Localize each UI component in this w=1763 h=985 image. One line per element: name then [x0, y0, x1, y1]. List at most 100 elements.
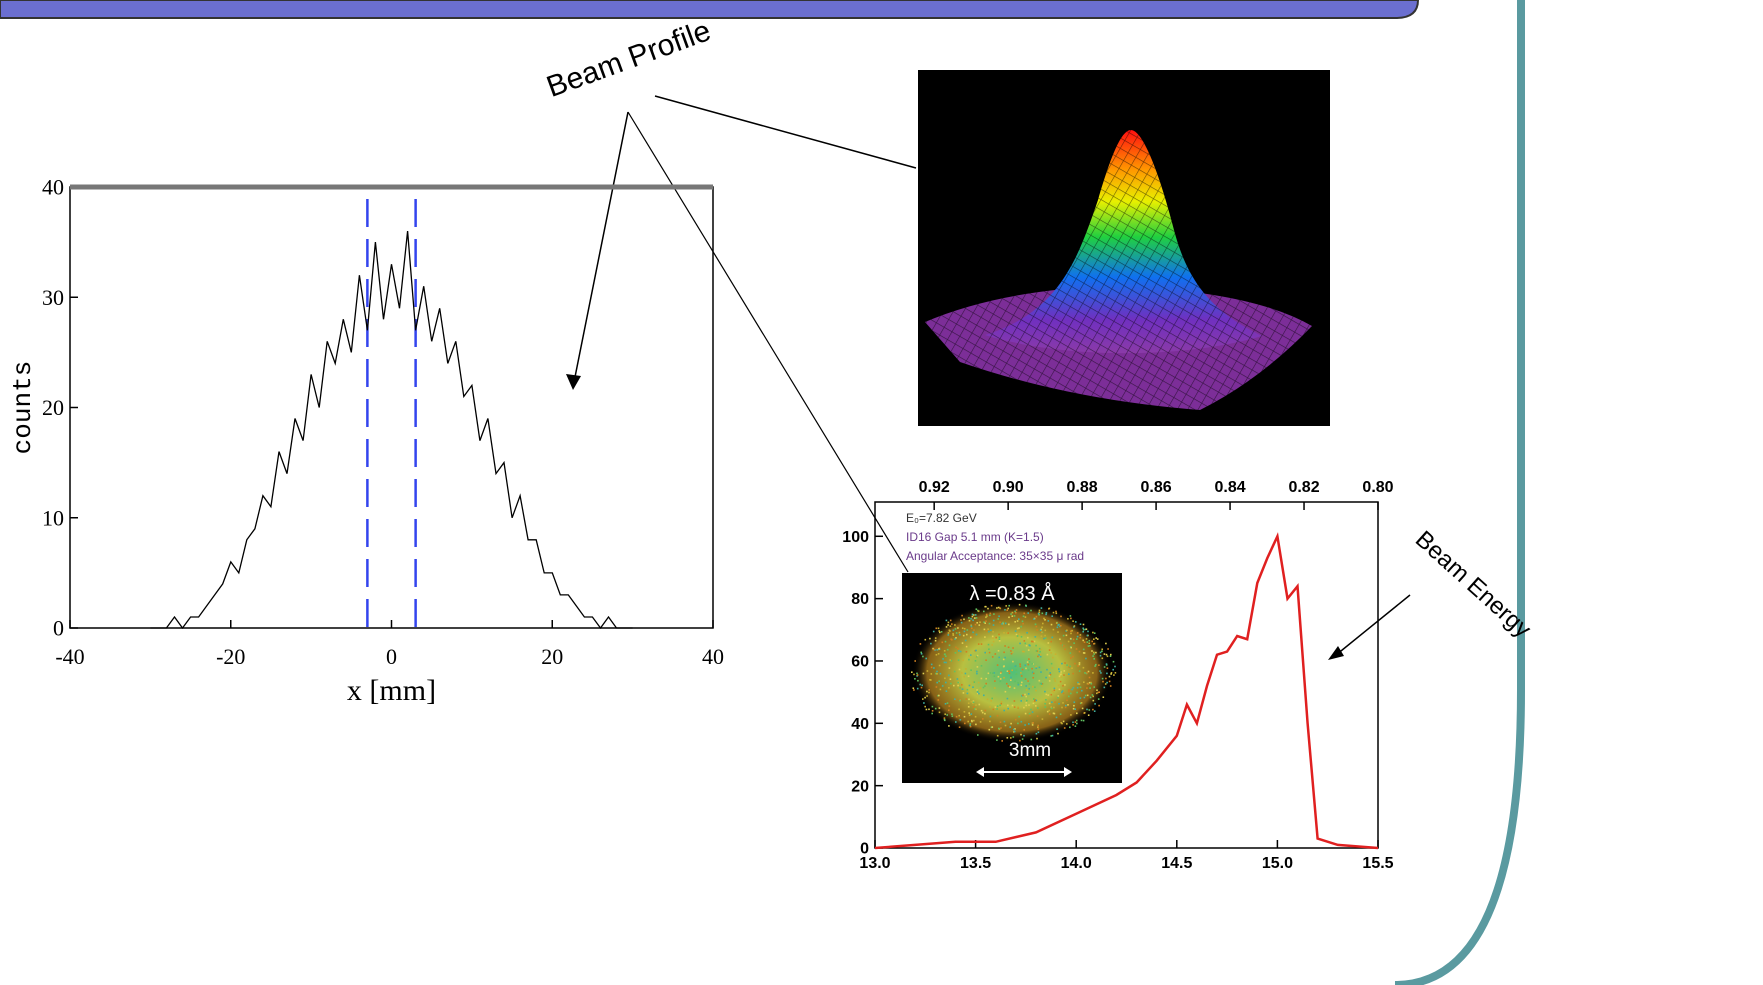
inset-dot [997, 675, 1000, 678]
inset-dot [1105, 642, 1107, 645]
inset-dot [1026, 661, 1029, 663]
inset-dot [1020, 720, 1023, 723]
inset-dot [985, 677, 987, 680]
inset-dot [978, 692, 980, 695]
inset-dot [920, 653, 923, 655]
chart-beam-profile: -40 -20 0 20 40 0 10 20 30 40 x [mm] counts [8, 175, 724, 707]
inset-dot [991, 644, 993, 646]
callout-line [654, 95, 917, 169]
inset-dot [1059, 642, 1062, 645]
inset-dot [948, 644, 951, 647]
inset-dot [1046, 668, 1048, 671]
inset-dot [978, 703, 981, 706]
inset-dot [924, 705, 926, 708]
inset-dot [1059, 680, 1062, 683]
inset-dot [917, 679, 919, 682]
inset-dot [922, 698, 924, 700]
inset-dot [1023, 650, 1025, 653]
inset-dot [1036, 629, 1038, 631]
inset-dot [1054, 680, 1056, 682]
inset-dot [1048, 677, 1051, 680]
inset-dot [1088, 639, 1091, 642]
inset-dot [1075, 648, 1078, 650]
inset-dot [1006, 737, 1009, 739]
y-tick-label: 0 [53, 616, 64, 641]
inset-dot [1112, 668, 1114, 671]
inset-dot [970, 625, 973, 628]
inset-dot [1083, 681, 1085, 683]
inset-dot [1003, 665, 1005, 667]
inset-dot [1037, 726, 1039, 728]
inset-dot [977, 681, 980, 684]
inset-dot [1106, 681, 1108, 684]
inset-dot [957, 627, 959, 629]
inset-dot [1032, 702, 1035, 705]
inset-dot [1076, 638, 1078, 640]
inset-dot [1023, 729, 1025, 731]
inset-dot [1014, 610, 1016, 613]
inset-dot [1080, 702, 1083, 704]
inset-dot [1025, 667, 1027, 670]
inset-dot [1101, 677, 1104, 680]
inset-dot [948, 725, 950, 727]
inset-dot [1112, 660, 1115, 663]
inset-dot [1090, 682, 1093, 685]
inset-dot [1099, 670, 1101, 672]
inset-dot [972, 631, 974, 634]
inset-dot [1052, 712, 1055, 715]
inset-dot [961, 672, 963, 674]
inset-dot [965, 668, 967, 670]
inset-dot [976, 672, 978, 675]
inset-dot [938, 680, 940, 682]
y-tick-label: 20 [851, 778, 869, 795]
inset-dot [983, 628, 986, 631]
inset-dot [1024, 642, 1027, 645]
inset-dot [1009, 726, 1011, 728]
inset-dot [1068, 690, 1070, 693]
inset-dot [993, 687, 996, 689]
inset-dot [984, 636, 986, 638]
inset-dot [936, 670, 938, 673]
inset-dot [1072, 620, 1074, 622]
inset-dot [957, 684, 959, 687]
chart-beam-energy: 13.0 13.5 14.0 14.5 15.0 15.5 0 20 40 60 80 100 0.92… [842, 479, 1393, 872]
inset-dot [1033, 640, 1036, 643]
inset-dot [1076, 632, 1079, 634]
inset-dot [1027, 680, 1029, 682]
inset-dot [1085, 638, 1088, 640]
inset-dot [1062, 720, 1065, 723]
inset-dot [1035, 699, 1038, 702]
inset-dot [1070, 692, 1072, 695]
inset-dot [984, 622, 986, 624]
inset-dot [1075, 621, 1077, 623]
inset-dot [1078, 683, 1081, 685]
inset-dot [957, 681, 959, 684]
y-tick-label: 20 [42, 395, 64, 420]
inset-dot [1087, 714, 1090, 716]
inset-dot [1020, 625, 1022, 628]
inset-dot [1032, 701, 1035, 703]
inset-dot [1039, 655, 1042, 658]
inset-dot [1065, 704, 1067, 707]
inset-dot [1036, 737, 1038, 740]
inset-dot [962, 659, 964, 661]
inset-dot [977, 734, 979, 736]
inset-dot [1108, 680, 1111, 683]
inset-dot [1051, 734, 1054, 737]
inset-dot [1102, 680, 1104, 683]
inset-dot [935, 686, 938, 688]
inset-dot [1013, 687, 1016, 689]
inset-dot [1091, 640, 1093, 643]
inset-dot [944, 713, 946, 715]
inset-dot [937, 653, 940, 655]
inset-dot [1078, 650, 1081, 653]
inset-dot [1096, 689, 1098, 691]
inset-dot [962, 692, 965, 694]
inset-dot [1101, 650, 1103, 653]
inset-dot [1057, 631, 1059, 633]
x2-tick-label: 0.90 [993, 479, 1024, 496]
inset-dot [1039, 650, 1041, 653]
title-bar [0, 0, 1420, 19]
inset-dot [1024, 693, 1026, 696]
inset-dot [1037, 728, 1040, 730]
